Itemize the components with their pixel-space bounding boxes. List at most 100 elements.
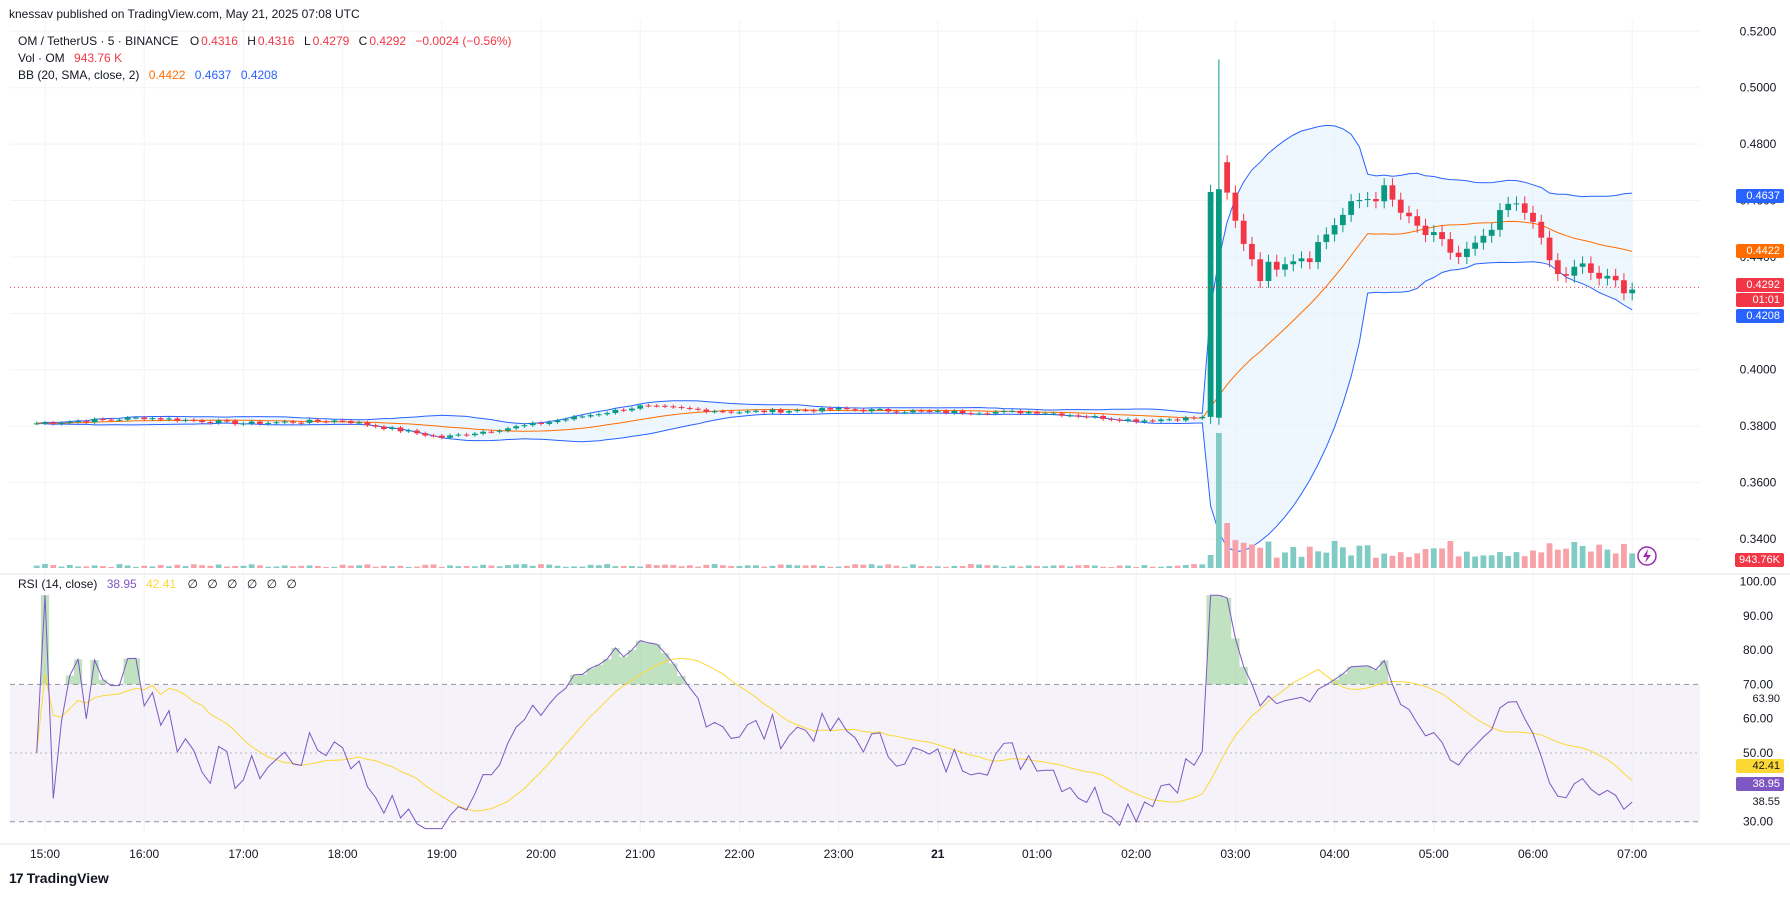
volume-bar bbox=[637, 566, 644, 568]
countdown-label: 01:01 bbox=[1736, 293, 1784, 307]
symbol-legend[interactable]: OM / TetherUS · 5 · BINANCE O 0.4316 H 0.4… bbox=[18, 34, 513, 48]
volume-bar bbox=[463, 565, 470, 568]
volume-price-label: 943.76K bbox=[1735, 553, 1784, 567]
x-tick-label: 17:00 bbox=[228, 847, 258, 861]
bb-label[interactable]: BB (20, SMA, close, 2) bbox=[18, 68, 140, 82]
candle-body bbox=[1571, 266, 1578, 276]
volume-bar bbox=[381, 565, 387, 568]
candle-body bbox=[124, 417, 131, 420]
symbol-name[interactable]: OM / TetherUS · 5 · BINANCE bbox=[18, 34, 179, 48]
candle-body bbox=[480, 431, 487, 434]
bb-basis-value: 0.4422 bbox=[148, 68, 186, 82]
tradingview-footer[interactable]: 17 TradingView bbox=[9, 870, 109, 886]
volume-bar bbox=[604, 564, 611, 568]
volume-bar bbox=[1207, 554, 1214, 568]
candle-body bbox=[1050, 413, 1057, 415]
volume-bar bbox=[1538, 552, 1545, 568]
volume-bar bbox=[554, 565, 561, 568]
candle-body bbox=[496, 430, 503, 432]
candle-body bbox=[174, 418, 181, 421]
volume-bar bbox=[1306, 546, 1313, 568]
y-tick-label: 0.4800 bbox=[1740, 137, 1777, 151]
candle-body bbox=[653, 405, 660, 407]
candle-body bbox=[149, 418, 156, 420]
volume-bar bbox=[695, 566, 701, 568]
x-tick-label: 21 bbox=[931, 847, 945, 861]
volume-bar bbox=[934, 566, 941, 568]
candle-body bbox=[1463, 248, 1470, 257]
candle-body bbox=[529, 422, 536, 426]
volume-bar bbox=[1439, 548, 1445, 568]
candle-body bbox=[703, 409, 710, 412]
volume-legend[interactable]: Vol · OM 943.76 K bbox=[18, 51, 124, 65]
volume-bar bbox=[843, 565, 850, 568]
rsi-value: 38.95 bbox=[106, 577, 137, 591]
volume-bar bbox=[166, 566, 172, 568]
volume-bar bbox=[877, 565, 883, 568]
volume-bar bbox=[1108, 566, 1115, 568]
volume-bar bbox=[157, 565, 164, 568]
volume-bar bbox=[686, 565, 693, 568]
volume-bar bbox=[42, 564, 48, 568]
candle-body bbox=[546, 422, 553, 424]
volume-bar bbox=[1447, 541, 1454, 568]
volume-bar bbox=[860, 564, 867, 568]
candle-body bbox=[1108, 418, 1115, 420]
volume-bar bbox=[116, 564, 123, 568]
change-value: −0.0024 (−0.56%) bbox=[415, 34, 512, 48]
volume-bar bbox=[108, 566, 115, 568]
x-tick-label: 20:00 bbox=[526, 847, 556, 861]
candle-body bbox=[1513, 203, 1520, 205]
candle-body bbox=[1521, 203, 1528, 213]
candle-body bbox=[976, 413, 983, 415]
volume-bar bbox=[1563, 548, 1569, 568]
volume-bar bbox=[339, 564, 346, 568]
volume-bar bbox=[1422, 549, 1429, 568]
volume-bar bbox=[1215, 433, 1222, 568]
candle-body bbox=[207, 422, 214, 424]
volume-bar bbox=[744, 565, 751, 568]
candle-body bbox=[405, 430, 412, 432]
bb-lower-line bbox=[36, 261, 1633, 553]
volume-bar bbox=[290, 566, 296, 568]
volume-bar bbox=[678, 566, 685, 568]
volume-bar bbox=[323, 566, 329, 568]
tradingview-logo-icon: 17 bbox=[9, 870, 24, 886]
bb-basis-line bbox=[36, 220, 1633, 432]
volume-bar bbox=[1554, 549, 1561, 568]
volume-bar bbox=[901, 566, 908, 568]
rsi-legend[interactable]: RSI (14, close) 38.95 42.41 ∅ ∅ ∅ ∅ ∅ ∅ bbox=[18, 577, 302, 591]
candle-body bbox=[645, 405, 652, 407]
candle-body bbox=[1091, 416, 1098, 418]
candle-body bbox=[422, 433, 429, 436]
volume-bar bbox=[1430, 548, 1437, 568]
y-tick-label: 0.4000 bbox=[1740, 363, 1777, 377]
volume-bar bbox=[281, 565, 288, 568]
volume-bar bbox=[1579, 545, 1586, 568]
volume-bar bbox=[480, 564, 487, 568]
tradingview-brand: TradingView bbox=[26, 870, 109, 886]
candle-body bbox=[397, 427, 404, 432]
volume-bar bbox=[1133, 566, 1140, 568]
candle-body bbox=[1323, 234, 1330, 243]
volume-bar bbox=[653, 565, 660, 568]
rsi-label[interactable]: RSI (14, close) bbox=[18, 577, 98, 591]
volume-bar bbox=[1331, 540, 1338, 568]
close-value: 0.4292 bbox=[369, 34, 407, 48]
volume-bar bbox=[1067, 566, 1073, 568]
candle-body bbox=[347, 421, 354, 424]
candle-body bbox=[199, 420, 205, 423]
x-tick-label: 23:00 bbox=[824, 847, 854, 861]
candle-body bbox=[414, 430, 420, 434]
bb-legend[interactable]: BB (20, SMA, close, 2) 0.4422 0.4637 0.4… bbox=[18, 68, 280, 82]
volume-bar bbox=[1075, 565, 1082, 568]
volume-bar bbox=[1158, 566, 1164, 568]
candle-body bbox=[794, 410, 801, 412]
bb-basis-price-label: 0.4422 bbox=[1736, 244, 1784, 258]
volume-bar bbox=[629, 566, 635, 568]
volume-label[interactable]: Vol · OM bbox=[18, 51, 65, 65]
volume-bar bbox=[298, 565, 305, 568]
candle-body bbox=[257, 421, 263, 424]
volume-bar bbox=[1025, 565, 1032, 568]
